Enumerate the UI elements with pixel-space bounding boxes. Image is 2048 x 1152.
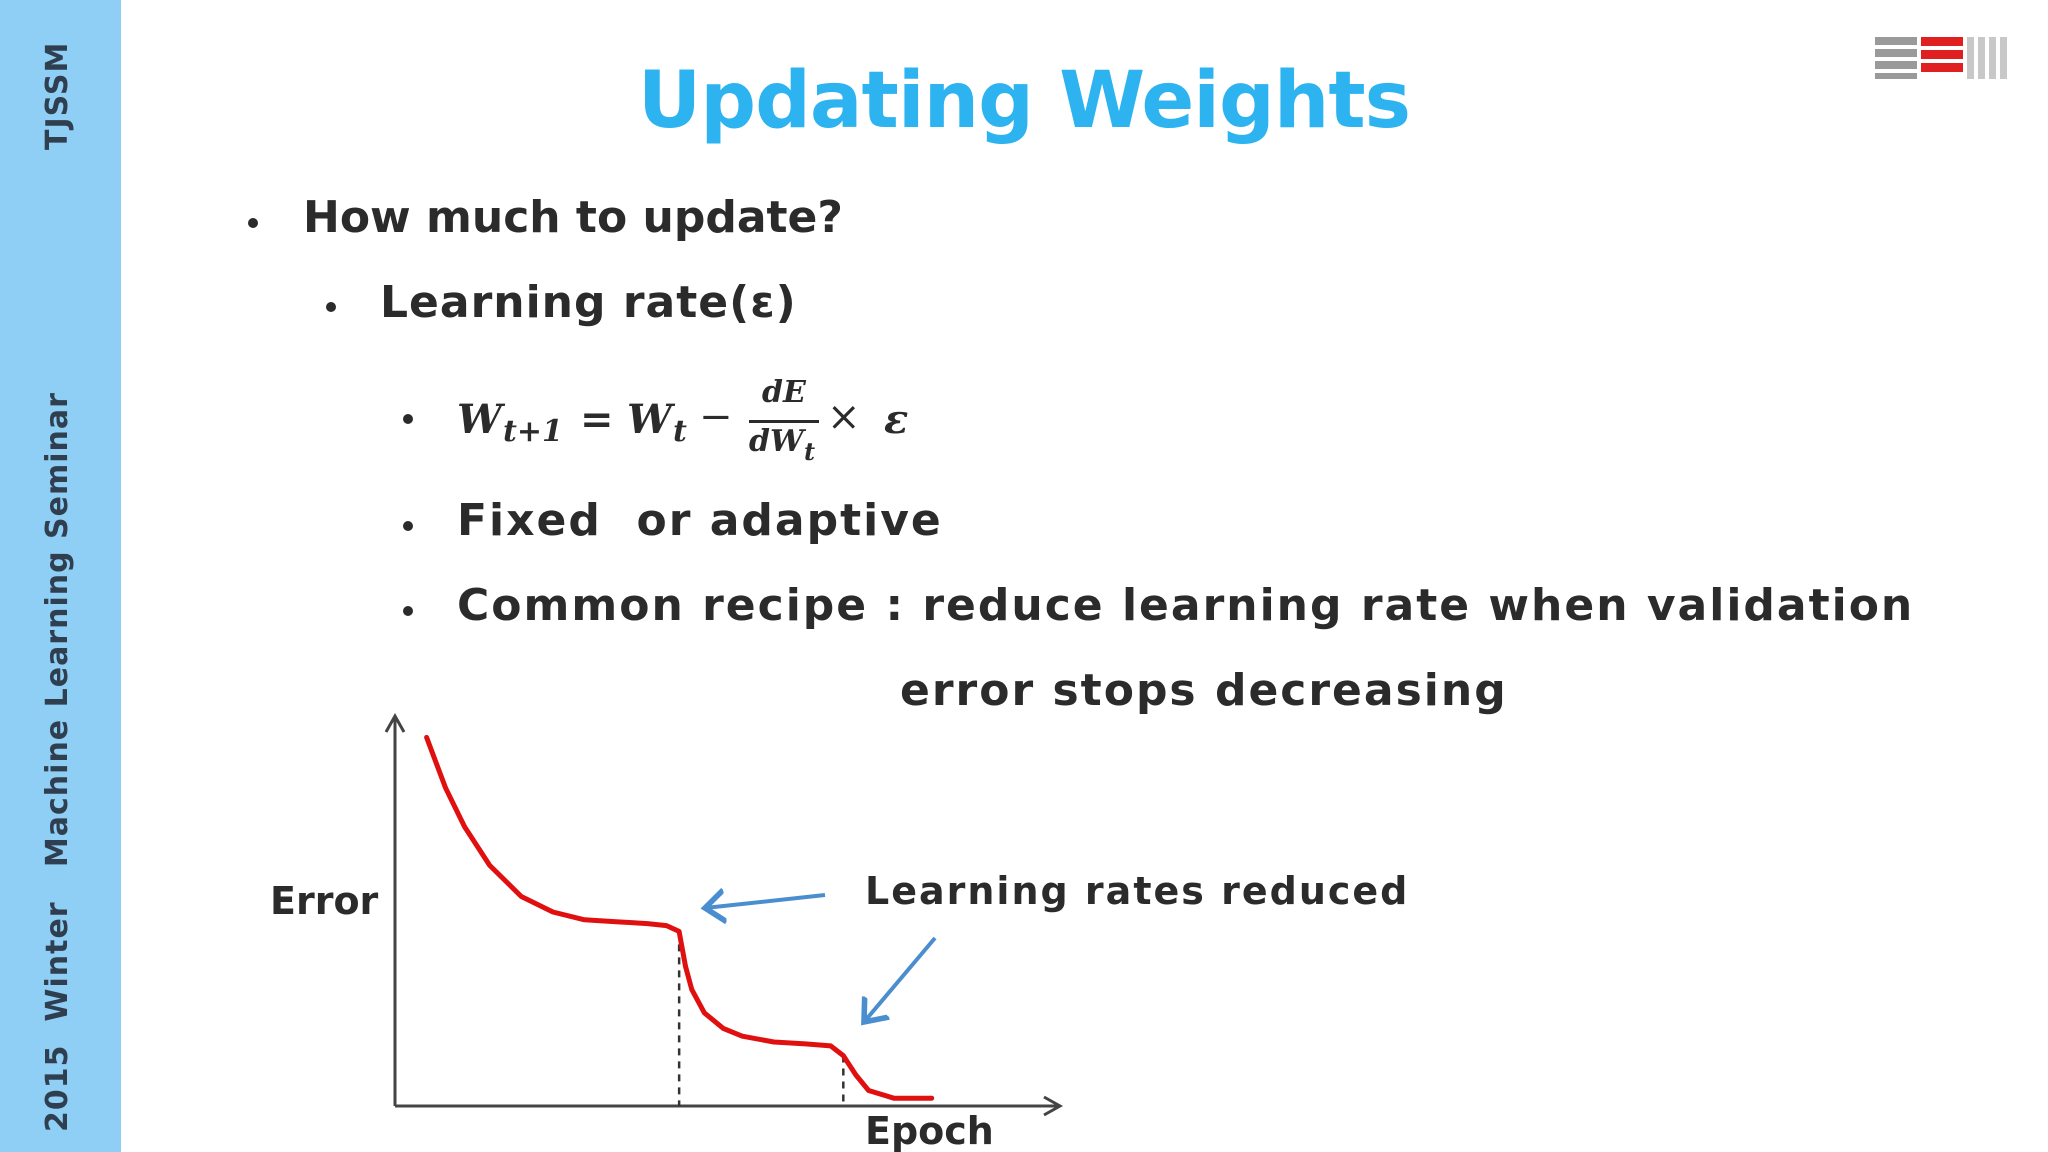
formula-times: ×	[827, 394, 861, 440]
formula-equals: =	[580, 396, 614, 443]
y-axis-label: Error	[270, 879, 379, 923]
annotation-arrow-first	[705, 895, 826, 908]
formula-epsilon: ε	[884, 396, 909, 443]
annotation-learning-rates-reduced: Learning rates reduced	[865, 869, 1409, 913]
bullet-dot	[326, 302, 336, 312]
bullet-how-much: How much to update?	[303, 192, 843, 243]
bullet-common-recipe: Common recipe : reduce learning rate whe…	[457, 580, 1915, 631]
page-title: Updating Weights	[637, 56, 1411, 146]
x-axis-label: Epoch	[865, 1109, 994, 1152]
formula-lhs: W	[457, 396, 502, 443]
formula-w: W	[627, 396, 672, 443]
formula-lhs-subscript: t+1	[503, 414, 563, 449]
formula-minus: −	[699, 394, 733, 440]
formula-numerator: dE	[762, 375, 806, 410]
formula-denominator-subscript: t	[804, 437, 816, 466]
formula-fraction-bar	[749, 420, 819, 423]
tjssm-logo-icon	[1875, 37, 2007, 79]
formula-denominator: dW	[749, 424, 804, 459]
bullet-common-recipe-continued: error stops decreasing	[900, 665, 1508, 716]
y-axis-arrowhead	[384, 712, 406, 733]
bullet-learning-rate: Learning rate(ε)	[380, 277, 797, 328]
bullet-fixed-adaptive: Fixed or adaptive	[457, 495, 943, 546]
bullet-dot	[248, 218, 258, 228]
formula-w-subscript: t	[673, 414, 687, 449]
bullet-dot	[403, 521, 413, 531]
bullet-dot	[403, 606, 413, 616]
x-axis-arrowhead	[1043, 1095, 1064, 1117]
annotation-arrow-second	[864, 936, 937, 1022]
sidebar: TJSSM 2015 Winter Machine Learning Semin…	[0, 0, 121, 1152]
bullet-dot	[403, 414, 413, 424]
error-curve	[424, 734, 935, 1101]
